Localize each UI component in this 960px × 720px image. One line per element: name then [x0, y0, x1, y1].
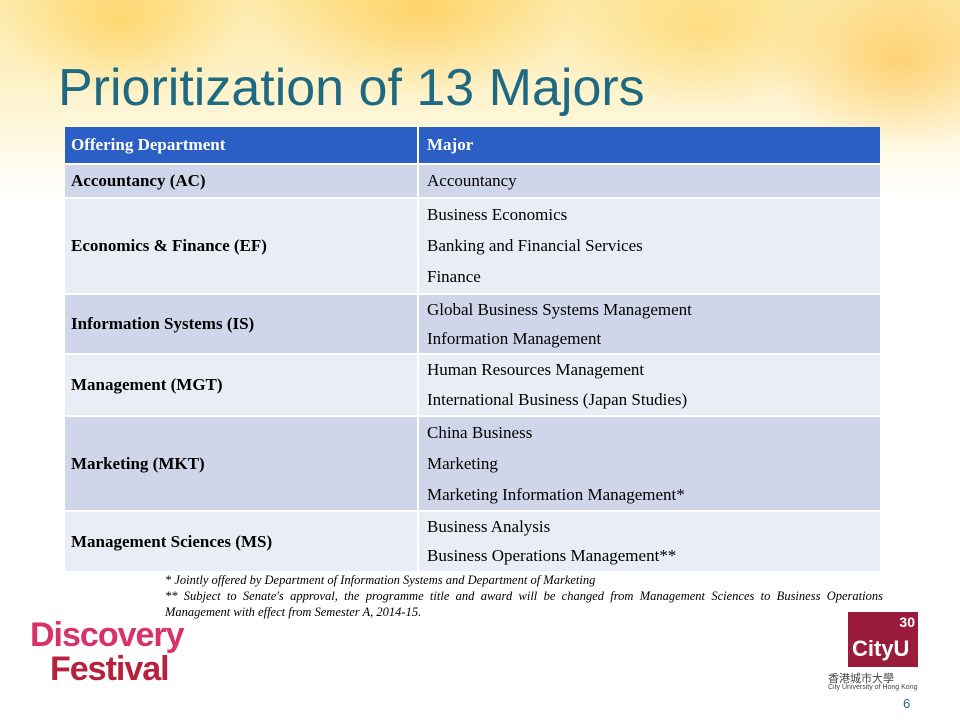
- table-row: Marketing (MKT) China Business Marketing Ma…: [65, 417, 880, 512]
- major: Business Analysis: [427, 516, 551, 536]
- logo-text: 香港城市大學: [828, 672, 894, 685]
- logo-text: City University of Hong Kong: [828, 684, 918, 691]
- majors-cell: Business Analysis Business Operations Man…: [419, 512, 880, 571]
- festival-logo: Discovery Festival: [30, 616, 185, 688]
- majors-cell: Global Business Systems Management Inform…: [419, 295, 880, 353]
- major: Global Business Systems Management: [427, 299, 692, 319]
- major: International Business (Japan Studies): [427, 390, 688, 409]
- major: Information Management: [427, 328, 602, 348]
- department-cell: Information Systems (IS): [65, 295, 419, 353]
- logo-text: CityU: [852, 636, 910, 661]
- majors-cell: China Business Marketing Marketing Informa…: [419, 417, 880, 510]
- page-number: 6: [903, 696, 911, 711]
- header-cell: Offering Department: [65, 127, 419, 163]
- table-row: Information Systems (IS) Global Business …: [65, 295, 880, 355]
- department-cell: Marketing (MKT): [65, 417, 419, 510]
- major: Accountancy: [427, 171, 517, 190]
- cityu-logo: CityU 30: [848, 612, 918, 667]
- table-row: Management Sciences (MS) Business Analysi…: [65, 512, 880, 573]
- major: China Business: [427, 422, 533, 442]
- major: Human Resources Management: [427, 360, 645, 379]
- footnote: ** Subject to Senate's approval, the pro…: [165, 589, 883, 619]
- slide-title: Prioritization of 13 Majors: [58, 59, 645, 117]
- department-cell: Accountancy (AC): [65, 165, 419, 197]
- department-cell: Management (MGT): [65, 355, 419, 415]
- majors-cell: Business Economics Banking and Financial …: [419, 199, 880, 293]
- majors-cell: Accountancy: [419, 165, 880, 197]
- major: Banking and Financial Services: [427, 235, 643, 255]
- major: Marketing: [427, 453, 498, 473]
- logo-text: Festival: [50, 650, 170, 688]
- major: Business Operations Management**: [427, 546, 677, 566]
- logo-text: Discovery: [30, 616, 185, 654]
- footnote: * Jointly offered by Department of Infor…: [165, 573, 596, 587]
- majors-cell: Human Resources Management International …: [419, 355, 880, 415]
- major: Business Economics: [427, 204, 568, 224]
- major: Finance: [427, 267, 481, 287]
- footnotes: * Jointly offered by Department of Infor…: [165, 572, 883, 620]
- table-row: Management (MGT) Human Resources Manageme…: [65, 355, 880, 417]
- major: Marketing Information Management*: [427, 484, 685, 504]
- header-row: Offering Department Major: [65, 127, 880, 165]
- department-cell: Economics & Finance (EF): [65, 199, 419, 293]
- table: Offering Department Major Accountancy (A…: [65, 127, 880, 573]
- logo-text: 30: [899, 614, 915, 630]
- table-row: Accountancy (AC) Accountancy: [65, 165, 880, 199]
- header-cell: Major: [427, 135, 474, 154]
- department-cell: Management Sciences (MS): [65, 512, 419, 571]
- table-row: Economics & Finance (EF) Business Economi…: [65, 199, 880, 295]
